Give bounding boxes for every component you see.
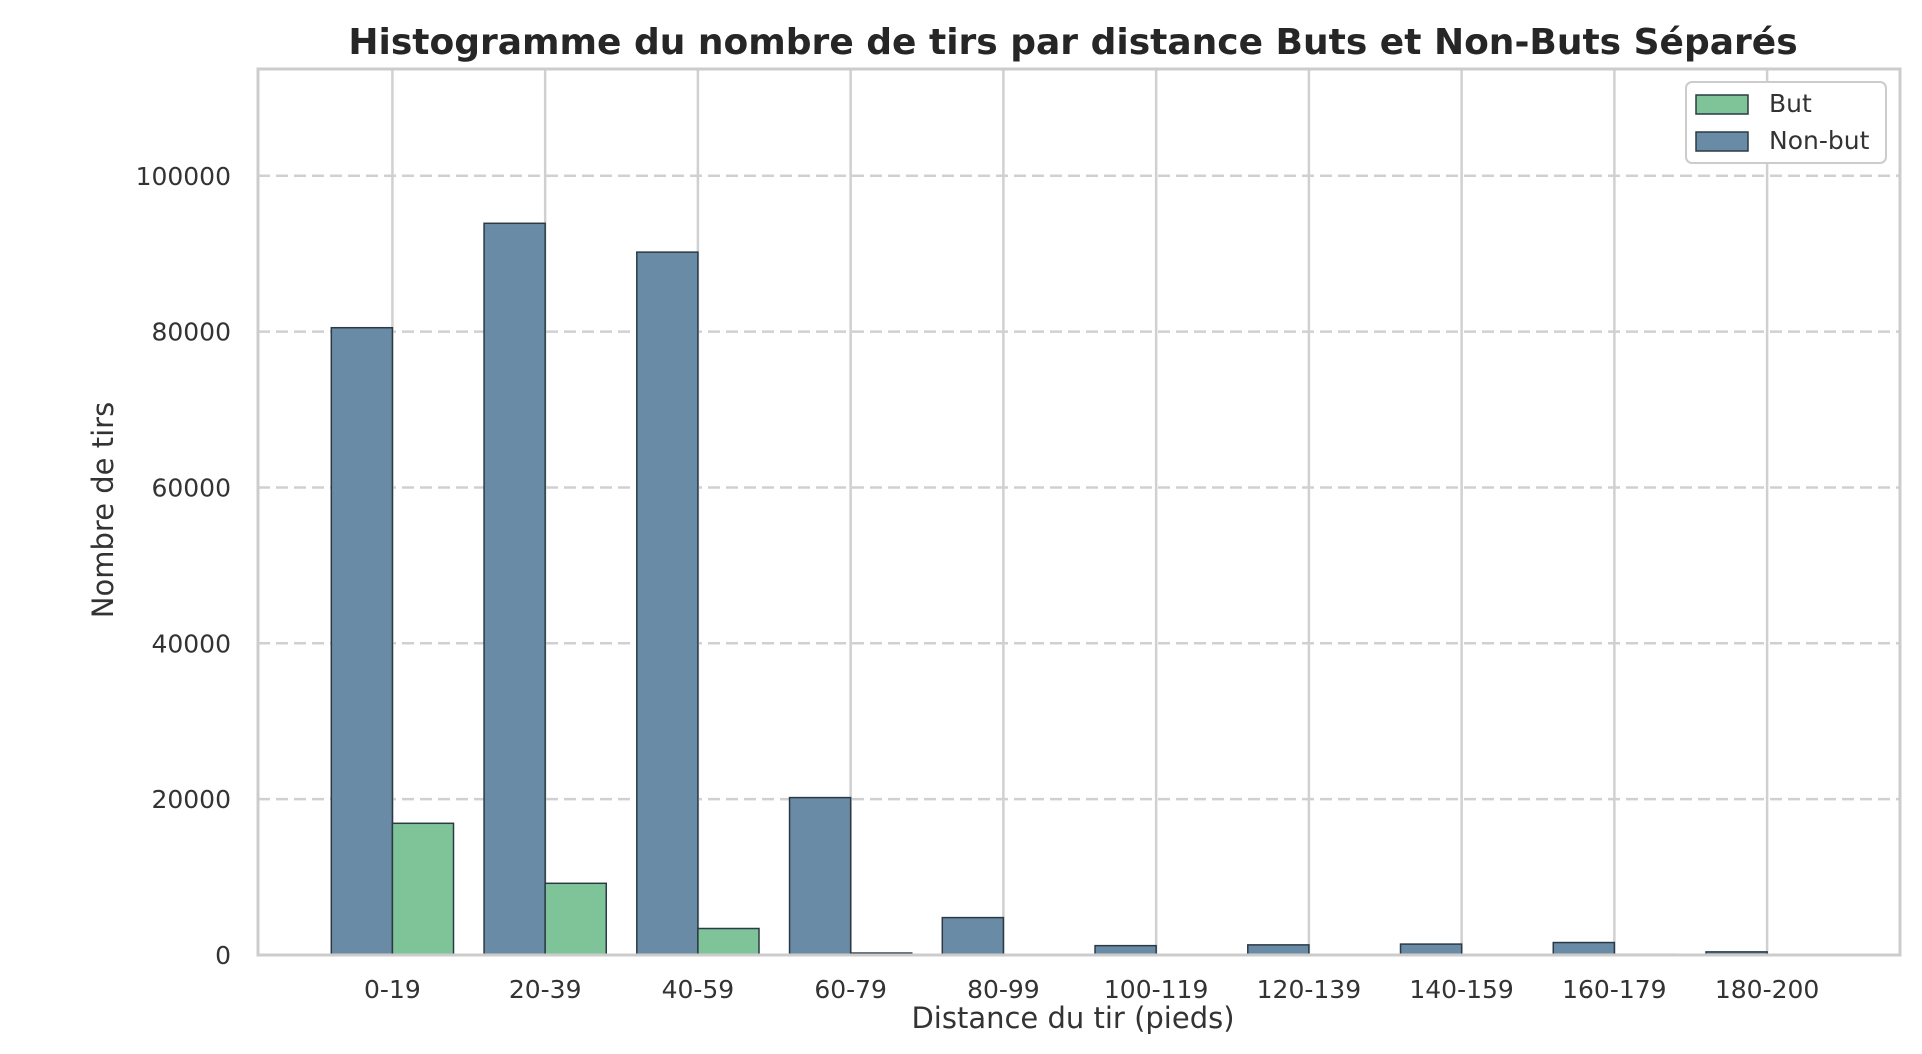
x-tick-label: 140-159: [1409, 975, 1513, 1004]
chart-title: Histogramme du nombre de tirs par distan…: [348, 22, 1797, 63]
bar-but: [697, 927, 760, 956]
x-tick-label: 120-139: [1257, 975, 1361, 1004]
x-tick-label: 40-59: [662, 975, 735, 1004]
legend-label: But: [1769, 89, 1812, 118]
bar-but: [544, 882, 608, 956]
legend-swatch: [1695, 94, 1749, 115]
bar-non-but: [788, 796, 852, 956]
bar-non-but: [330, 326, 394, 956]
x-tick-label: 60-79: [814, 975, 887, 1004]
x-tick-label: 160-179: [1562, 975, 1666, 1004]
plot-frame: [256, 67, 1902, 957]
y-tick-label: 80000: [151, 318, 231, 347]
bar-non-but: [483, 222, 546, 956]
y-tick-label: 60000: [151, 473, 231, 502]
tick-labels: 0-19 20-39 40-59 60-79 80-99 100-119 120-139 14…: [136, 162, 1820, 1004]
y-tick-label: 0: [215, 941, 231, 970]
bars: [330, 222, 1829, 956]
y-tick-label: 40000: [151, 629, 231, 658]
legend-label: Non-but: [1769, 126, 1870, 155]
bar-non-but: [1552, 941, 1616, 956]
y-tick-label: 20000: [151, 785, 231, 814]
y-tick-label: 100000: [136, 162, 231, 191]
x-tick-label: 80-99: [967, 975, 1040, 1004]
bar-non-but: [1247, 944, 1310, 956]
x-axis-label: Distance du tir (pieds): [911, 1001, 1234, 1035]
legend-swatch: [1695, 131, 1749, 152]
x-tick-label: 180-200: [1715, 975, 1819, 1004]
x-tick-label: 100-119: [1104, 975, 1208, 1004]
x-tick-label: 20-39: [509, 975, 582, 1004]
bar-non-but: [1399, 943, 1463, 956]
bar-but: [391, 822, 455, 956]
x-tick-label: 0-19: [364, 975, 421, 1004]
bar-non-but: [636, 251, 699, 956]
y-axis-label: Nombre de tirs: [86, 402, 120, 618]
legend: But Non-but: [1685, 81, 1887, 164]
bar-non-but: [941, 916, 1005, 956]
